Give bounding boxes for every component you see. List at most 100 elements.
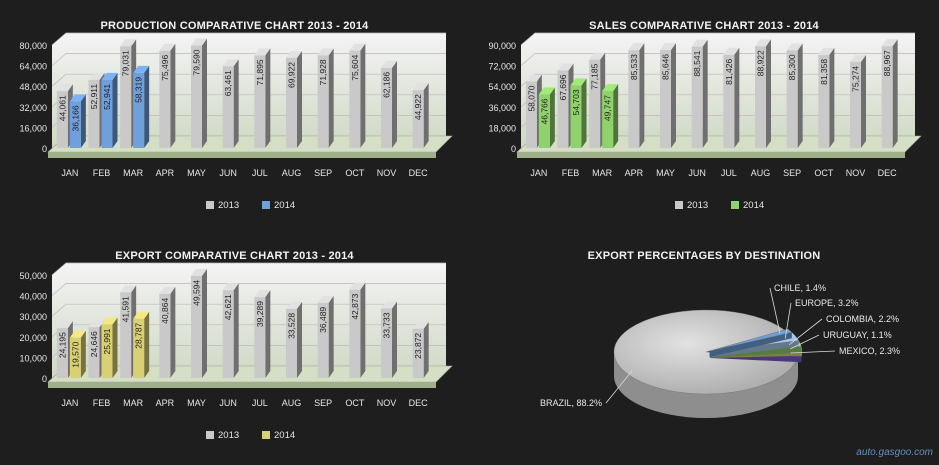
export-chart-panel: EXPORT COMPARATIVE CHART 2013 - 2014 0 10… [0,230,469,460]
bar [191,268,207,378]
bar-top [159,43,176,51]
x-tick-label: FEB [93,398,111,408]
bar-top [349,282,366,290]
destination-pie-panel: EXPORT PERCENTAGES BY DESTINATION MEXICO… [469,230,939,460]
pie-slice-edge [709,340,799,358]
x-tick-label: APR [156,168,175,178]
data-label: 75,274 [851,66,861,92]
bar-front [786,50,798,148]
bar-top [317,295,334,303]
x-tick-label: MAR [123,168,144,178]
bar-top [69,330,86,338]
bar-front [691,46,703,149]
bar-side [112,72,118,148]
x-tick-label: OCT [345,168,365,178]
x-tick-label: JAN [61,168,78,178]
data-label: 36,166 [70,105,80,131]
y-tick-label: 20,000 [19,333,47,343]
data-label: 46,766 [539,98,549,124]
x-tick-label: OCT [345,398,365,408]
bar-top [570,78,587,86]
bar-front [56,91,68,148]
pie-slice [613,309,798,395]
pie-side [614,352,798,418]
data-label: 88,967 [882,50,892,76]
bar-top [101,317,118,325]
bar-top [660,42,676,50]
bar [602,84,619,148]
data-label: 41,591 [121,296,131,322]
bar [222,59,239,149]
pie-slice-top [613,309,798,395]
bar-front [412,328,424,378]
data-label: 49,594 [192,280,202,306]
legend-swatch [262,431,270,439]
bar-top [69,94,86,102]
bar-top [191,38,207,46]
bar-side [265,290,271,378]
bar [317,295,334,378]
bar [850,54,866,148]
bar [69,94,86,148]
data-label: 69,922 [287,62,297,88]
bar-side [144,65,150,148]
bar [538,87,555,148]
bar-top [88,72,105,80]
legend-label: 2013 [218,200,239,211]
bar-top [381,301,397,309]
y-tick-label: 72,000 [488,62,516,72]
x-tick-label: MAY [187,398,206,408]
pie-leader-line [790,350,836,354]
x-tick-label: FEB [562,168,580,178]
bar-side [797,43,803,148]
bar-front [755,46,766,148]
plot-background [521,33,915,148]
legend-label: 2013 [218,430,239,441]
legend-swatch [675,201,683,209]
bar-top [191,268,207,276]
data-label: 62,186 [382,72,392,98]
bar-front [881,46,893,148]
x-tick-label: SEP [783,168,801,178]
bar-side [671,42,676,148]
data-label: 44,922 [413,94,423,120]
pie-leader-line [788,318,823,346]
y-tick-label: 30,000 [19,312,47,322]
bar-top [56,84,73,92]
bar [570,78,587,148]
pie-leader-line [605,370,633,404]
data-label: 42,621 [223,294,233,320]
bar [723,47,740,148]
bar-side [639,43,645,149]
bar [317,48,334,148]
bar-front [538,94,550,148]
data-label: 52,941 [102,84,112,110]
bar-front [56,328,68,378]
x-tick-label: JUL [721,168,737,178]
bar-front [88,327,100,378]
bar-side [766,39,771,148]
bar-side [112,317,118,378]
data-label: 24,646 [89,331,99,357]
y-tick-label: 54,000 [488,82,516,92]
bar-side [80,330,86,378]
bar-top [317,48,334,56]
bar [786,43,803,148]
y-tick-label: 36,000 [488,103,516,113]
pie-slice-label: BRAZIL, 88.2% [540,398,602,408]
bar-front [557,70,569,148]
sales-chart-title: SALES COMPARATIVE CHART 2013 - 2014 [589,20,819,32]
y-tick-label: 40,000 [19,292,47,302]
bar-side [360,282,366,378]
bar-top [538,87,555,95]
bar-front [381,308,392,378]
bar-top [286,50,302,58]
bar [412,321,429,378]
plot-floor-edge [48,382,436,388]
bar-top [286,301,302,309]
bar-side [581,78,587,148]
bar-top [88,320,105,328]
plot-background [52,33,446,148]
data-label: 81,358 [819,59,829,85]
x-tick-label: JAN [530,168,547,178]
